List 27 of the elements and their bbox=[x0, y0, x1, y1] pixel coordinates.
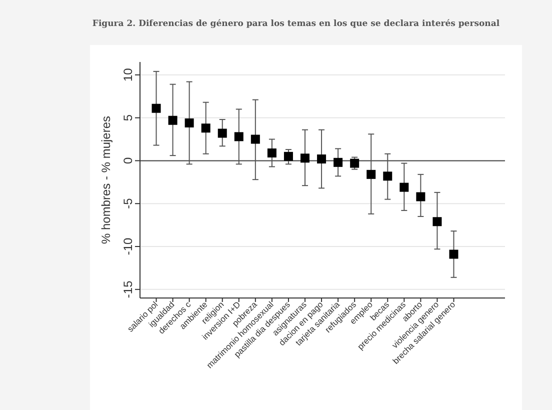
point bbox=[300, 154, 310, 163]
point bbox=[317, 154, 326, 164]
point bbox=[334, 158, 343, 167]
y-tick-label: -5 bbox=[121, 198, 135, 209]
point bbox=[184, 118, 194, 128]
point bbox=[449, 250, 458, 259]
point bbox=[234, 132, 244, 142]
point bbox=[432, 217, 442, 226]
point bbox=[350, 158, 360, 168]
point bbox=[416, 192, 426, 202]
point bbox=[366, 170, 376, 179]
point bbox=[284, 152, 293, 161]
y-tick-label: 10 bbox=[121, 68, 135, 82]
y-tick-label: -15 bbox=[121, 280, 135, 298]
y-tick-label: 5 bbox=[121, 114, 135, 122]
point bbox=[218, 128, 227, 138]
point bbox=[267, 148, 276, 158]
point bbox=[168, 116, 178, 125]
y-tick-label: 0 bbox=[121, 157, 135, 164]
point bbox=[400, 182, 409, 192]
point bbox=[383, 172, 392, 181]
y-tick-label: -10 bbox=[121, 238, 135, 256]
point bbox=[201, 124, 210, 133]
chart-title: Figura 2. Diferencias de género para los temas en los que se declara interés personal bbox=[92, 19, 500, 29]
point bbox=[152, 104, 161, 113]
point bbox=[250, 134, 260, 144]
y-axis-title: % hombres - % mujeres bbox=[99, 116, 113, 244]
